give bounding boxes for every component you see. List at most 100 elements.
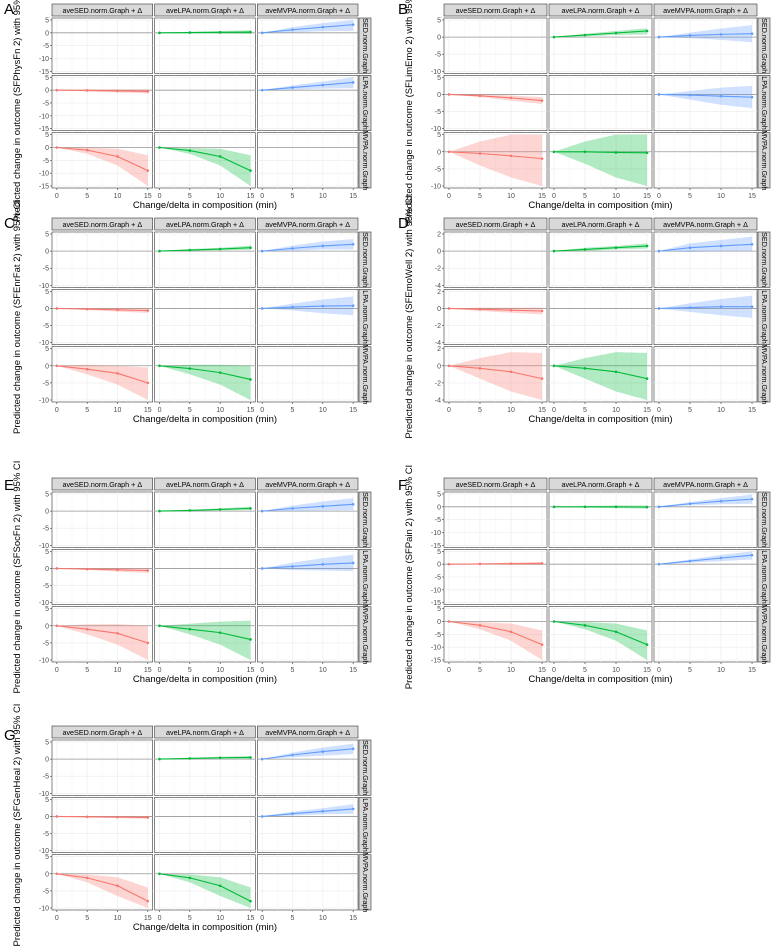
x-tick-label: 15 <box>643 193 651 200</box>
y-tick-label: 2 <box>437 289 441 296</box>
y-tick-label: 0 <box>45 871 49 878</box>
row-strip <box>358 17 372 74</box>
data-point <box>55 88 59 92</box>
column-header: aveMVPA.norm.Graph + Δ <box>265 480 350 489</box>
data-point <box>321 244 325 248</box>
data-point <box>478 94 482 98</box>
x-tick-label: 5 <box>291 407 295 414</box>
series-line-lpa <box>553 151 648 154</box>
data-point <box>158 872 161 876</box>
row-strip <box>358 491 372 548</box>
x-tick-label: 0 <box>657 407 661 414</box>
ci-ribbon-mvpa <box>262 20 354 33</box>
x-tick-label: 0 <box>447 193 451 200</box>
y-tick-label: 0 <box>437 92 441 99</box>
x-tick-label: 15 <box>643 407 651 414</box>
y-tick-label: 5 <box>45 854 49 861</box>
data-point <box>260 31 264 35</box>
data-point <box>260 815 264 818</box>
y-tick-label: 5 <box>45 797 49 804</box>
data-point <box>249 756 252 759</box>
column-header: aveMVPA.norm.Graph + Δ <box>265 220 350 229</box>
data-point <box>116 815 119 819</box>
series-line-sed <box>448 562 543 565</box>
data-point <box>218 371 222 374</box>
y-tick-label: -4 <box>435 398 441 405</box>
y-tick-label: -5 <box>43 266 49 273</box>
row-strip <box>757 132 771 189</box>
data-point <box>249 507 252 510</box>
column-strip <box>154 3 256 17</box>
x-tick-label: 0 <box>657 193 661 200</box>
data-point <box>188 876 192 880</box>
column-strip <box>257 3 359 17</box>
ci-ribbon-sed <box>56 873 148 908</box>
data-point <box>583 505 587 509</box>
data-point <box>447 364 451 368</box>
x-tick-label: 5 <box>583 667 587 674</box>
x-tick-label: 5 <box>478 407 482 414</box>
data-point <box>583 624 587 627</box>
x-tick-label: 10 <box>717 193 725 200</box>
data-point <box>218 508 222 511</box>
row-strip <box>358 606 372 663</box>
column-header: aveMVPA.norm.Graph + Δ <box>265 6 350 15</box>
data-point <box>509 308 513 312</box>
data-point <box>583 33 587 37</box>
x-tick-label: 10 <box>612 193 620 200</box>
data-point <box>291 247 294 250</box>
x-tick-label: 5 <box>291 193 295 200</box>
x-tick-label: 15 <box>643 667 651 674</box>
x-tick-label: 15 <box>144 667 152 674</box>
data-point <box>260 307 264 310</box>
panel-letter: D <box>398 215 409 232</box>
y-tick-label: 5 <box>45 132 49 139</box>
data-point <box>249 169 252 172</box>
data-point <box>146 169 150 172</box>
data-point <box>688 559 692 563</box>
y-tick-label: 2 <box>437 346 441 353</box>
x-tick-label: 10 <box>114 407 122 414</box>
series-line-mvpa <box>262 808 354 817</box>
x-tick-label: 5 <box>291 667 295 674</box>
data-point <box>688 93 692 97</box>
data-point <box>158 509 161 513</box>
y-tick-label: 0 <box>45 249 49 256</box>
panel-letter: E <box>4 477 14 494</box>
column-strip <box>154 725 256 739</box>
y-tick-label: -10 <box>39 56 49 63</box>
row-header: MVPA.norm.Graph <box>760 604 769 664</box>
x-tick-label: 15 <box>538 193 546 200</box>
data-point <box>321 750 325 753</box>
x-tick-label: 5 <box>188 915 192 922</box>
y-tick-label: 0 <box>437 149 441 156</box>
ci-ribbon-mvpa <box>658 85 753 109</box>
series-line-mvpa <box>262 503 354 512</box>
data-point <box>85 367 89 371</box>
data-point <box>719 33 723 36</box>
row-strip <box>358 132 372 189</box>
ci-ribbon-lpa <box>159 873 251 908</box>
y-tick-label: 0 <box>437 619 441 626</box>
row-strip <box>757 491 771 548</box>
y-axis-title: Predicted change in outcome (SFSocFn 2) … <box>12 461 23 694</box>
y-tick-label: -5 <box>43 43 49 50</box>
series-line-sed <box>56 307 148 312</box>
x-tick-label: 10 <box>319 407 327 414</box>
y-tick-label: -2 <box>435 323 441 330</box>
data-point <box>478 367 482 370</box>
data-point <box>614 151 618 154</box>
row-strip <box>358 75 372 131</box>
ci-ribbon-sed <box>448 352 543 400</box>
data-point <box>645 244 649 248</box>
data-point <box>158 364 161 368</box>
data-point <box>351 561 355 565</box>
data-point <box>688 306 692 309</box>
x-tick-label: 5 <box>583 407 587 414</box>
data-point <box>218 756 222 760</box>
row-strip <box>757 606 771 663</box>
data-point <box>260 757 264 761</box>
y-tick-label: 2 <box>437 232 441 239</box>
